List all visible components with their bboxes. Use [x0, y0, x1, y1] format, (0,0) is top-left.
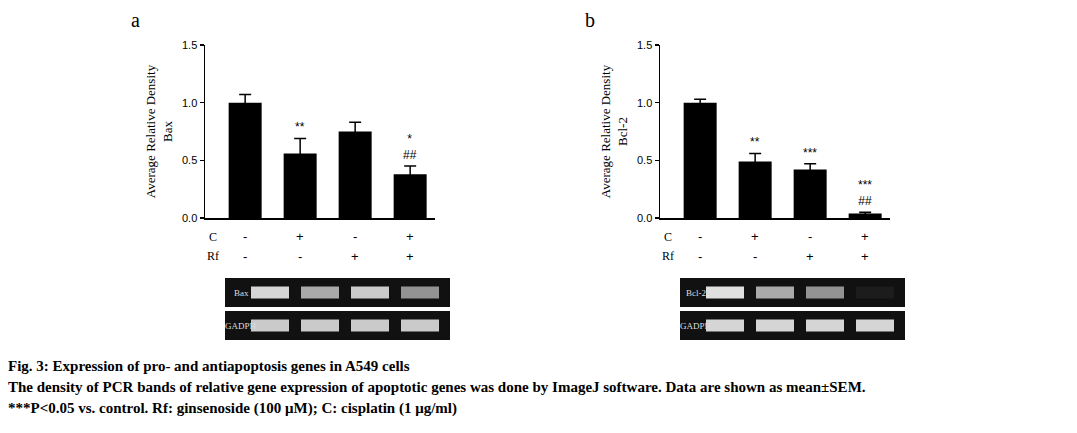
- svg-text:+: +: [406, 229, 414, 244]
- svg-text:0.5: 0.5: [637, 154, 652, 166]
- svg-text:-: -: [698, 249, 702, 264]
- svg-text:+: +: [406, 249, 414, 264]
- svg-text:Average Relative DensityBax: Average Relative DensityBax: [143, 64, 175, 198]
- svg-text:-: -: [753, 249, 757, 264]
- svg-text:+: +: [806, 249, 814, 264]
- svg-text:+: +: [296, 229, 304, 244]
- svg-text:***P<0.05 vs. control. Rf: gin: ***P<0.05 vs. control. Rf: ginsenoside (…: [8, 400, 457, 417]
- svg-text:0.0: 0.0: [637, 212, 652, 224]
- svg-text:0.5: 0.5: [182, 154, 197, 166]
- svg-text:-: -: [298, 249, 302, 264]
- svg-text:+: +: [351, 249, 359, 264]
- svg-text:-: -: [243, 249, 247, 264]
- svg-text:1.0: 1.0: [637, 97, 652, 109]
- svg-text:***##: ***##: [858, 178, 872, 208]
- svg-text:***: ***: [803, 146, 817, 160]
- svg-text:*##: *##: [403, 132, 417, 162]
- svg-text:Fig. 3: Expression of pro- and: Fig. 3: Expression of pro- and antiapopt…: [8, 358, 410, 374]
- svg-text:**: **: [750, 135, 760, 149]
- svg-text:Rf: Rf: [662, 249, 674, 263]
- svg-text:Rf: Rf: [207, 249, 219, 263]
- svg-text:+: +: [861, 249, 869, 264]
- svg-text:-: -: [243, 229, 247, 244]
- svg-text:-: -: [698, 229, 702, 244]
- svg-text:C: C: [664, 230, 672, 244]
- svg-text:Bcl-2: Bcl-2: [686, 288, 706, 298]
- svg-text:GADPH: GADPH: [225, 321, 257, 331]
- svg-text:The density of PCR bands of re: The density of PCR bands of relative gen…: [8, 379, 866, 395]
- svg-text:-: -: [353, 229, 357, 244]
- svg-text:Bax: Bax: [234, 288, 249, 298]
- svg-text:a: a: [131, 9, 140, 31]
- svg-text:Average Relative DensityBcl-2: Average Relative DensityBcl-2: [598, 64, 630, 198]
- svg-text:GADPH: GADPH: [680, 321, 712, 331]
- svg-text:**: **: [295, 120, 305, 134]
- svg-text:1.5: 1.5: [182, 39, 197, 51]
- svg-text:+: +: [861, 229, 869, 244]
- svg-text:b: b: [585, 9, 595, 31]
- svg-text:+: +: [751, 229, 759, 244]
- svg-text:1.5: 1.5: [637, 39, 652, 51]
- svg-text:C: C: [209, 230, 217, 244]
- svg-text:-: -: [808, 229, 812, 244]
- svg-text:0.0: 0.0: [182, 212, 197, 224]
- svg-text:1.0: 1.0: [182, 97, 197, 109]
